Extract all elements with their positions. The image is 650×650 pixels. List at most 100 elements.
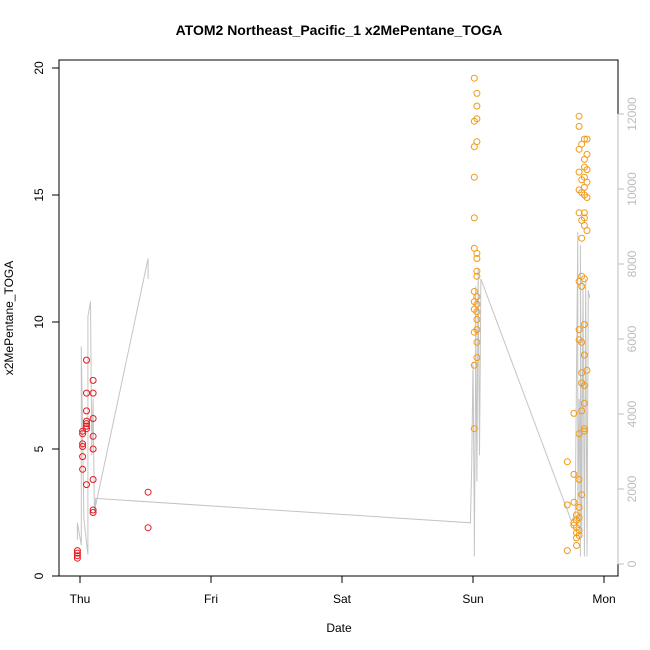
data-point-series1-25: [473, 102, 481, 110]
data-point-series0-5: [79, 453, 87, 461]
data-point-series1-90: [583, 135, 591, 143]
data-point-series0-24: [89, 389, 97, 397]
data-point-series1-32: [570, 498, 578, 506]
y-tick-label-1: 5: [32, 445, 46, 452]
x-tick-label-4: Mon: [592, 592, 615, 606]
data-point-series1-22: [473, 249, 481, 257]
data-point-series0-22: [89, 432, 97, 440]
data-point-series1-41: [575, 531, 583, 539]
data-point-series0-15: [83, 407, 90, 415]
x-tick-label-3: Sun: [462, 592, 483, 606]
data-point-series1-26: [473, 89, 481, 97]
data-point-series0-13: [83, 420, 90, 428]
data-point-series1-20: [473, 267, 481, 275]
data-point-series0-27: [144, 488, 152, 496]
data-point-series0-8: [79, 430, 87, 438]
data-point-series0-2: [73, 549, 81, 557]
data-point-series0-3: [73, 547, 81, 555]
data-point-series1-84: [583, 366, 591, 374]
y2-tick-label-6: 12000: [625, 97, 639, 131]
data-point-series1-57: [578, 407, 586, 415]
y-tick-label-3: 15: [32, 188, 46, 202]
data-point-series0-7: [79, 440, 87, 448]
data-point-series1-7: [470, 214, 478, 222]
data-point-series1-50: [575, 209, 583, 217]
data-point-series1-14: [473, 326, 481, 334]
data-point-series1-70: [580, 399, 588, 407]
data-point-series1-85: [583, 227, 591, 235]
data-point-series0-4: [79, 465, 87, 473]
data-point-series1-48: [575, 326, 583, 334]
data-point-series1-60: [578, 338, 586, 346]
data-point-series1-55: [575, 112, 583, 120]
data-point-series1-43: [575, 514, 583, 522]
y-axis-left: 0 5 10 15 20: [32, 61, 60, 579]
x-tick-label-2: Sat: [333, 592, 352, 606]
y-axis-label: x2MePentane_TOGA: [2, 261, 16, 376]
y-axis-right: 0 2000 4000 6000 8000 10000 12000: [617, 97, 639, 567]
data-point-series1-21: [473, 255, 481, 262]
data-point-series0-12: [83, 422, 90, 430]
x-tick-label-0: Thu: [70, 592, 91, 606]
secondary-series-line: [76, 232, 591, 557]
data-point-series0-10: [83, 481, 90, 489]
data-point-series1-45: [575, 476, 583, 483]
data-point-series1-13: [473, 338, 481, 346]
data-point-series1-33: [570, 470, 578, 478]
y2-tick-label-2: 4000: [625, 400, 639, 427]
data-point-series1-23: [473, 138, 481, 146]
data-point-series0-19: [89, 506, 97, 514]
data-point-series1-54: [575, 122, 583, 130]
data-point-series1-52: [575, 168, 583, 176]
data-point-series1-71: [580, 382, 588, 389]
data-point-series0-0: [73, 554, 81, 562]
data-point-series1-87: [583, 178, 591, 186]
data-point-series0-1: [73, 552, 81, 560]
data-point-series1-72: [580, 351, 588, 359]
data-point-series1-88: [583, 166, 591, 174]
data-point-series0-21: [89, 445, 97, 453]
data-point-series1-15: [473, 316, 481, 323]
data-point-series1-69: [580, 425, 588, 433]
data-point-series1-89: [583, 150, 591, 158]
secondary-line-layer: [76, 232, 591, 557]
data-point-series1-74: [580, 275, 588, 283]
data-point-series1-27: [563, 547, 571, 555]
data-point-series1-34: [570, 409, 578, 417]
x-tick-label-1: Fri: [204, 592, 218, 606]
y2-tick-label-4: 8000: [625, 250, 639, 277]
data-point-series0-25: [89, 376, 97, 384]
data-point-series1-17: [473, 300, 481, 308]
y-tick-label-4: 20: [32, 61, 46, 75]
data-point-series1-83: [580, 135, 588, 143]
data-point-series1-8: [470, 173, 478, 181]
data-point-series1-73: [580, 321, 588, 328]
y2-tick-label-3: 6000: [625, 325, 639, 352]
data-point-series1-86: [583, 194, 591, 201]
plot-frame: [58, 59, 619, 577]
data-point-series1-0: [470, 425, 478, 433]
data-point-series1-12: [473, 354, 481, 362]
y2-tick-label-5: 10000: [625, 172, 639, 206]
data-point-series1-18: [473, 293, 481, 301]
data-point-series0-18: [89, 509, 97, 516]
data-point-series1-68: [580, 427, 588, 435]
data-point-series1-28: [563, 501, 571, 509]
chart-title: ATOM2 Northeast_Pacific_1 x2MePentane_TO…: [176, 22, 503, 38]
x-axis-label: Date: [326, 621, 352, 635]
data-point-series1-61: [578, 282, 586, 290]
x-axis: Thu Fri Sat Sun Mon: [70, 575, 616, 606]
data-point-series1-11: [470, 74, 478, 82]
y2-tick-label-0: 0: [625, 560, 639, 567]
data-point-series1-1: [470, 361, 478, 369]
data-point-series0-26: [144, 524, 152, 532]
data-point-series1-29: [563, 458, 571, 466]
data-point-series1-44: [575, 503, 583, 511]
data-point-series1-35: [573, 542, 580, 549]
data-point-series1-63: [578, 234, 586, 242]
y2-tick-label-1: 2000: [625, 475, 639, 502]
data-point-series1-76: [580, 214, 588, 222]
data-point-series0-6: [79, 443, 87, 450]
data-point-series0-14: [83, 417, 90, 425]
